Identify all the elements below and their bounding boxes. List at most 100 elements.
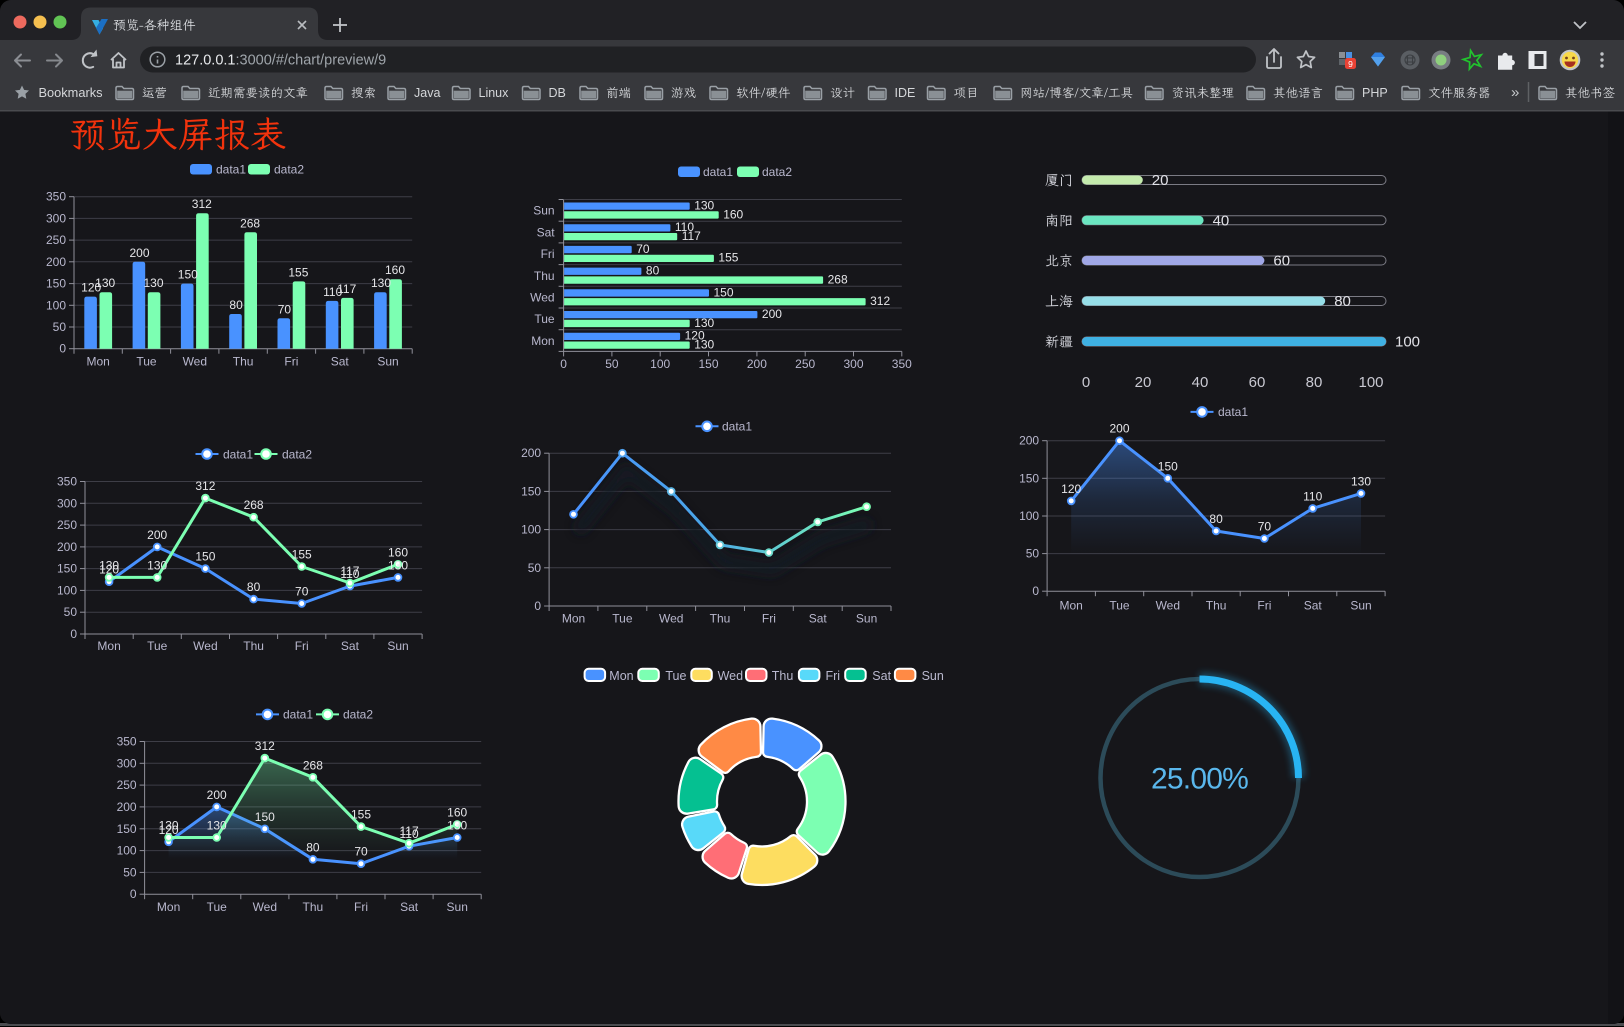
svg-text:127.0.0.1: 127.0.0.1: [175, 53, 235, 69]
svg-text:155: 155: [718, 251, 738, 265]
svg-text:Tue: Tue: [207, 900, 228, 914]
svg-text:155: 155: [292, 548, 312, 562]
svg-text:40: 40: [1213, 213, 1230, 230]
svg-text:110: 110: [340, 567, 359, 581]
svg-text:data1: data1: [1218, 405, 1248, 419]
svg-text:160: 160: [388, 545, 408, 559]
svg-text:120: 120: [99, 563, 119, 577]
svg-text:130: 130: [95, 276, 115, 290]
svg-text:Fri: Fri: [295, 639, 309, 653]
svg-text:Tue: Tue: [534, 312, 555, 326]
svg-text:Thu: Thu: [303, 900, 324, 914]
svg-text:Sun: Sun: [1350, 598, 1371, 612]
svg-text:Thu: Thu: [1206, 598, 1227, 612]
svg-text:80: 80: [1334, 293, 1351, 310]
svg-text:150: 150: [521, 484, 541, 498]
svg-text:120: 120: [159, 823, 179, 837]
svg-text:130: 130: [694, 199, 714, 213]
svg-text:120: 120: [81, 281, 101, 295]
svg-text:0: 0: [1032, 584, 1039, 598]
svg-text:130: 130: [147, 558, 167, 572]
svg-text:data1: data1: [722, 420, 752, 434]
svg-text:Tue: Tue: [665, 669, 686, 683]
svg-text:117: 117: [337, 282, 356, 296]
svg-text:Tue: Tue: [147, 639, 168, 653]
svg-text:150: 150: [1019, 471, 1039, 485]
svg-text:IDE: IDE: [895, 86, 916, 100]
svg-text:data2: data2: [762, 165, 792, 179]
svg-text:200: 200: [1109, 422, 1129, 436]
svg-text:100: 100: [46, 298, 66, 312]
svg-text:data2: data2: [343, 708, 373, 722]
svg-text:50: 50: [528, 561, 542, 575]
svg-text:200: 200: [1019, 434, 1039, 448]
svg-text:80: 80: [1209, 512, 1223, 526]
svg-text:Sat: Sat: [331, 355, 350, 369]
svg-text:Fri: Fri: [354, 900, 368, 914]
svg-text:120: 120: [685, 329, 705, 343]
svg-text:100: 100: [650, 357, 670, 371]
svg-text:50: 50: [53, 320, 67, 334]
svg-text:100: 100: [521, 523, 541, 537]
svg-text:PHP: PHP: [1362, 86, 1388, 100]
svg-text:Wed: Wed: [183, 355, 207, 369]
svg-text:Sat: Sat: [872, 669, 891, 683]
svg-text:268: 268: [828, 272, 848, 286]
svg-text:Java: Java: [414, 86, 440, 100]
svg-text:130: 130: [694, 338, 714, 352]
svg-text:150: 150: [698, 357, 718, 371]
svg-text:350: 350: [892, 357, 912, 371]
svg-text:100: 100: [117, 844, 137, 858]
svg-text:Mon: Mon: [531, 334, 554, 348]
svg-text:Fri: Fri: [541, 247, 555, 261]
svg-text:0: 0: [560, 357, 567, 371]
svg-text:200: 200: [207, 788, 227, 802]
svg-text:Thu: Thu: [772, 669, 794, 683]
svg-text:Mon: Mon: [157, 900, 180, 914]
svg-text:300: 300: [46, 211, 66, 225]
svg-text:Sun: Sun: [377, 355, 398, 369]
svg-text:100: 100: [1019, 509, 1039, 523]
svg-text:Thu: Thu: [233, 355, 254, 369]
svg-text:data1: data1: [216, 163, 246, 177]
svg-text:Wed: Wed: [1156, 598, 1180, 612]
svg-text:50: 50: [64, 605, 78, 619]
svg-text:110: 110: [675, 220, 694, 234]
svg-text:100: 100: [57, 583, 77, 597]
svg-text:Tue: Tue: [136, 355, 157, 369]
svg-text:0: 0: [59, 342, 66, 356]
svg-text:250: 250: [795, 357, 815, 371]
svg-text:200: 200: [521, 446, 541, 460]
svg-text:80: 80: [1306, 374, 1323, 391]
svg-text:160: 160: [723, 207, 743, 221]
svg-text:100: 100: [1395, 334, 1420, 351]
svg-text:160: 160: [385, 263, 405, 277]
svg-text:150: 150: [714, 285, 734, 299]
svg-text:Wed: Wed: [530, 290, 554, 304]
svg-text:130: 130: [143, 276, 163, 290]
svg-text:Sat: Sat: [1304, 598, 1323, 612]
svg-text:300: 300: [843, 357, 863, 371]
svg-text:130: 130: [1351, 474, 1371, 488]
svg-text:70: 70: [1258, 520, 1272, 534]
svg-text:200: 200: [46, 255, 66, 269]
svg-text:155: 155: [351, 808, 371, 822]
svg-text:80: 80: [306, 840, 320, 854]
svg-text:Thu: Thu: [534, 269, 555, 283]
svg-text:200: 200: [147, 528, 167, 542]
svg-text:200: 200: [57, 540, 77, 554]
svg-text:130: 130: [447, 819, 467, 833]
svg-text:Mon: Mon: [87, 355, 110, 369]
svg-text:Bookmarks: Bookmarks: [39, 85, 103, 100]
svg-text:Tue: Tue: [612, 612, 633, 626]
svg-text:160: 160: [447, 805, 467, 819]
svg-text:Fri: Fri: [762, 612, 776, 626]
svg-text:150: 150: [57, 562, 77, 576]
svg-text:130: 130: [371, 276, 391, 290]
svg-text:0: 0: [130, 887, 137, 901]
svg-text:130: 130: [207, 819, 227, 833]
svg-text:80: 80: [247, 580, 261, 594]
svg-text:Sun: Sun: [447, 900, 468, 914]
svg-text:350: 350: [57, 475, 77, 489]
svg-text:Sun: Sun: [533, 204, 554, 218]
